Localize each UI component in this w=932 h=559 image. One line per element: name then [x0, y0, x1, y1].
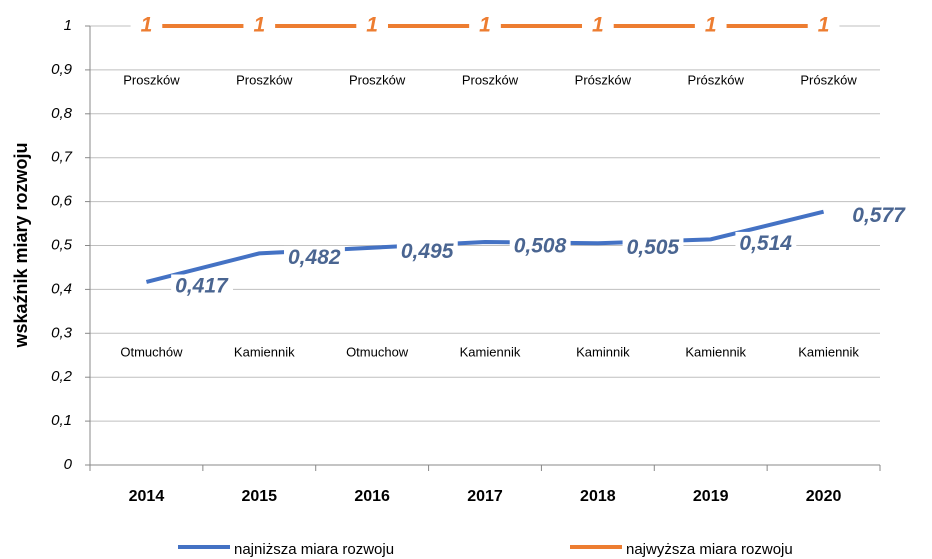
line: [145, 209, 825, 284]
data-label: 1: [479, 14, 491, 37]
data-label: 1: [818, 14, 830, 37]
data-label: 1: [705, 14, 717, 37]
data-label-bg: [509, 234, 571, 258]
y-tick-label: 0,6: [51, 193, 73, 210]
data-label-group: 0,508: [509, 234, 571, 258]
data-label-group: 0,505: [622, 235, 684, 259]
point-name: Proszków: [462, 72, 519, 87]
point-name: Prószków: [688, 72, 745, 87]
y-tick-label: 0,2: [51, 368, 73, 385]
data-label: 0,514: [739, 232, 792, 255]
data-label-group: 0,482: [284, 245, 345, 269]
data-label-group: 1: [469, 13, 501, 37]
data-label: 0,505: [627, 236, 680, 259]
data-label-group: 1: [243, 13, 276, 37]
point-name: Kamiennik: [460, 344, 521, 359]
data-label-group: 1: [356, 13, 388, 37]
y-tick-label: 0,1: [51, 412, 72, 429]
y-tick-label: 0,9: [51, 61, 73, 78]
data-label-group: 1: [694, 13, 727, 37]
x-tick-label: 2015: [241, 488, 277, 505]
x-tick-label: 2016: [354, 488, 390, 505]
data-label-bg: [171, 274, 234, 298]
point-name: Proszków: [236, 72, 293, 87]
data-label-bg: [582, 13, 614, 37]
point-name: Kamiennik: [234, 344, 295, 359]
point-name: Prószków: [800, 72, 857, 87]
data-label: 1: [253, 14, 265, 37]
data-label: 1: [141, 14, 153, 37]
data-label-bg: [694, 13, 727, 37]
data-label-bg: [284, 245, 345, 269]
data-label: 0,495: [401, 240, 454, 263]
data-label-group: 0,577: [848, 204, 911, 228]
data-label: 0,417: [175, 274, 229, 297]
data-label-bg: [622, 235, 684, 259]
data-label-bg: [356, 13, 388, 37]
data-label-group: 0,495: [396, 240, 458, 264]
data-label: 0,508: [514, 235, 567, 258]
point-name: Prószków: [575, 72, 632, 87]
data-label-bg: [807, 13, 840, 37]
point-name: Kamiennik: [685, 344, 746, 359]
y-tick-label: 1: [64, 17, 72, 34]
legend-label: najwyższa miara rozwoju: [626, 541, 793, 558]
data-label: 1: [592, 14, 604, 37]
data-label-bg: [848, 204, 911, 228]
point-name: Proszków: [349, 72, 406, 87]
data-label-bg: [469, 13, 501, 37]
y-tick-label: 0,7: [51, 149, 73, 166]
point-name: Otmuchów: [120, 344, 183, 359]
data-label-bg: [735, 231, 797, 255]
data-label-bg: [130, 13, 163, 37]
y-tick-label: 0,8: [51, 105, 73, 122]
data-label-group: 1: [807, 13, 840, 37]
data-label-group: 1: [130, 13, 163, 37]
data-label-bg: [396, 240, 458, 264]
point-name: Kaminnik: [576, 344, 630, 359]
point-name: Kamiennik: [798, 344, 859, 359]
point-name: Proszków: [123, 72, 180, 87]
y-tick-label: 0,4: [51, 280, 72, 297]
data-label: 1: [366, 14, 378, 37]
y-tick-label: 0: [64, 456, 73, 473]
x-tick-label: 2014: [129, 488, 165, 505]
data-label-group: 0,417: [171, 274, 234, 298]
x-tick-label: 2019: [693, 488, 729, 505]
data-label: 0,577: [852, 204, 906, 227]
data-label-bg: [243, 13, 276, 37]
data-label-group: 0,514: [735, 231, 797, 255]
x-tick-label: 2017: [467, 488, 503, 505]
legend-label: najniższa miara rozwoju: [234, 541, 394, 558]
y-tick-label: 0,5: [51, 236, 73, 253]
point-name: Otmuchow: [346, 344, 409, 359]
x-tick-label: 2018: [580, 488, 616, 505]
data-label: 0,482: [288, 246, 341, 269]
y-tick-label: 0,3: [51, 324, 73, 341]
x-tick-label: 2020: [806, 488, 842, 505]
data-label-group: 1: [582, 13, 614, 37]
y-axis-title: wskaźnik miary rozwoju: [11, 142, 31, 348]
